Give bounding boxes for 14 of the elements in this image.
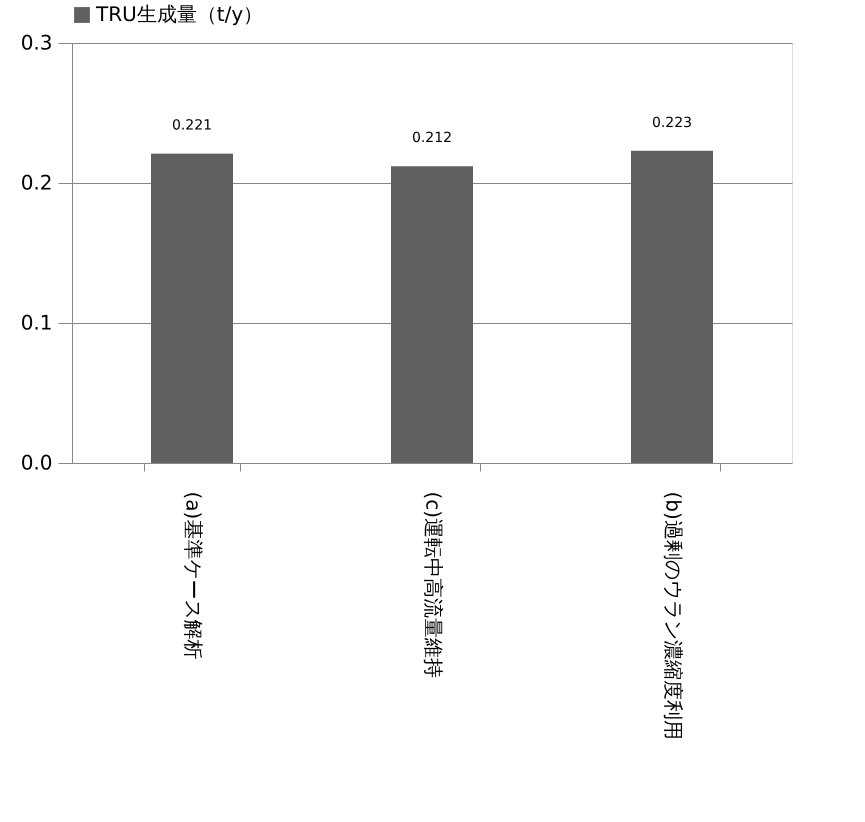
y-tick-label: 0.3: [20, 30, 52, 54]
y-tick-label: 0.2: [20, 170, 52, 194]
bar: [631, 150, 713, 463]
x-tick-label: (c)運転中高流量維持: [422, 492, 446, 678]
y-tick-label: 0.0: [20, 450, 52, 474]
y-tick-label: 0.1: [20, 310, 52, 334]
data-label: 0.223: [652, 114, 692, 131]
x-tick-label: (b)過剰のウラン濃縮度利用: [662, 492, 686, 740]
data-label: 0.221: [172, 118, 212, 134]
legend-label: TRU生成量（t/y）: [95, 2, 264, 26]
bar: [391, 166, 473, 463]
x-tick-label: (a)基準ケース解析: [182, 492, 206, 660]
bar: [151, 154, 233, 463]
data-label: 0.212: [412, 130, 452, 146]
